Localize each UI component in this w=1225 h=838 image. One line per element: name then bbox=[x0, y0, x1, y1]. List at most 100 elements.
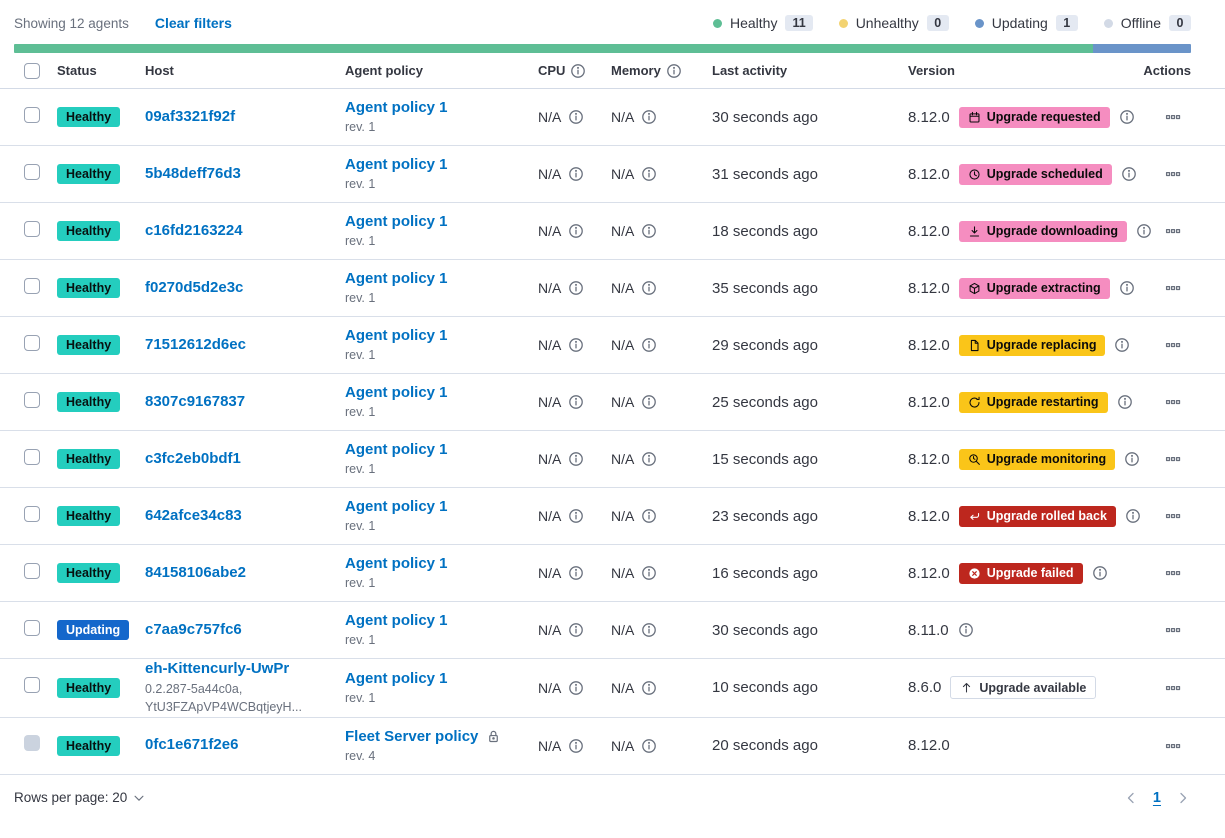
host-link[interactable]: 71512612d6ec bbox=[145, 335, 246, 353]
row-actions-button[interactable] bbox=[1161, 447, 1185, 471]
row-actions-button[interactable] bbox=[1161, 561, 1185, 585]
host-link[interactable]: 09af3321f92f bbox=[145, 107, 236, 125]
cpu-na-info-icon[interactable] bbox=[568, 280, 584, 296]
agent-policy-link[interactable]: Fleet Server policy bbox=[345, 727, 479, 745]
row-checkbox[interactable] bbox=[24, 334, 40, 351]
cpu-info-icon[interactable] bbox=[570, 63, 586, 79]
row-actions-button[interactable] bbox=[1161, 734, 1185, 758]
row-actions-button[interactable] bbox=[1161, 504, 1185, 528]
row-actions-button[interactable] bbox=[1161, 219, 1185, 243]
row-actions-button[interactable] bbox=[1161, 618, 1185, 642]
host-link[interactable]: 5b48deff76d3 bbox=[145, 164, 241, 182]
row-actions-button[interactable] bbox=[1161, 333, 1185, 357]
upgrade-info-icon[interactable] bbox=[1121, 166, 1137, 182]
agent-policy-link[interactable]: Agent policy 1 bbox=[345, 327, 448, 345]
previous-page-button chevron-left-icon[interactable] bbox=[1123, 790, 1139, 806]
cpu-na-info-icon[interactable] bbox=[568, 337, 584, 353]
memory-na-info-icon[interactable] bbox=[641, 109, 657, 125]
row-actions-button[interactable] bbox=[1161, 162, 1185, 186]
upgrade-info-icon[interactable] bbox=[1117, 394, 1133, 410]
policy-revision: rev. 1 bbox=[345, 120, 376, 135]
memory-na-info-icon[interactable] bbox=[641, 451, 657, 467]
host-link[interactable]: c16fd2163224 bbox=[145, 221, 243, 239]
cpu-na-info-icon[interactable] bbox=[568, 565, 584, 581]
memory-na-info-icon[interactable] bbox=[641, 394, 657, 410]
cpu-value: N/A bbox=[538, 109, 562, 125]
row-checkbox[interactable] bbox=[24, 505, 40, 522]
agent-policy-link[interactable]: Agent policy 1 bbox=[345, 99, 448, 117]
host-link[interactable]: c7aa9c757fc6 bbox=[145, 620, 242, 638]
agent-policy-link[interactable]: Agent policy 1 bbox=[345, 555, 448, 573]
host-link[interactable]: 8307c9167837 bbox=[145, 392, 246, 410]
memory-na-info-icon[interactable] bbox=[641, 223, 657, 239]
legend-item-healthy[interactable]: Healthy 11 bbox=[713, 15, 813, 31]
host-link[interactable]: 0fc1e671f2e6 bbox=[145, 736, 239, 754]
memory-na-info-icon[interactable] bbox=[641, 280, 657, 296]
upgrade-status-badge: Upgrade rolled back bbox=[958, 505, 1116, 527]
policy-revision: rev. 1 bbox=[345, 576, 376, 591]
cpu-na-info-icon[interactable] bbox=[568, 109, 584, 125]
policy-revision: rev. 4 bbox=[345, 748, 376, 763]
clear-filters-link[interactable]: Clear filters bbox=[154, 15, 232, 31]
row-checkbox[interactable] bbox=[24, 277, 40, 294]
row-checkbox[interactable] bbox=[24, 448, 40, 465]
cpu-na-info-icon[interactable] bbox=[568, 451, 584, 467]
row-checkbox[interactable] bbox=[24, 562, 40, 579]
upgrade-info-icon[interactable] bbox=[1119, 109, 1135, 125]
select-all-checkbox[interactable] bbox=[24, 62, 40, 79]
row-checkbox[interactable] bbox=[24, 677, 40, 694]
agent-policy-link[interactable]: Agent policy 1 bbox=[345, 441, 448, 459]
agent-policy-link[interactable]: Agent policy 1 bbox=[345, 270, 448, 288]
memory-na-info-icon[interactable] bbox=[641, 508, 657, 524]
upgrade-info-icon[interactable] bbox=[1136, 223, 1152, 239]
memory-na-info-icon[interactable] bbox=[641, 622, 657, 638]
host-link[interactable]: eh-Kittencurly-UwPr bbox=[145, 660, 290, 677]
upgrade-info-icon[interactable] bbox=[1114, 337, 1130, 353]
cpu-na-info-icon[interactable] bbox=[568, 223, 584, 239]
row-actions-button[interactable] bbox=[1161, 390, 1185, 414]
row-actions-button[interactable] bbox=[1161, 276, 1185, 300]
row-actions-button[interactable] bbox=[1161, 676, 1185, 700]
row-checkbox[interactable] bbox=[24, 391, 40, 408]
cpu-na-info-icon[interactable] bbox=[568, 166, 584, 182]
upgrade-info-icon[interactable] bbox=[1125, 508, 1141, 524]
cpu-na-info-icon[interactable] bbox=[568, 508, 584, 524]
cpu-na-info-icon[interactable] bbox=[568, 394, 584, 410]
upgrade-info-icon[interactable] bbox=[1119, 280, 1135, 296]
row-checkbox[interactable] bbox=[24, 619, 40, 636]
upgrade-info-icon[interactable] bbox=[958, 622, 974, 638]
row-actions-button[interactable] bbox=[1161, 105, 1185, 129]
rows-per-page-selector[interactable]: Rows per page: 20 bbox=[14, 790, 146, 805]
memory-na-info-icon[interactable] bbox=[641, 337, 657, 353]
host-link[interactable]: c3fc2eb0bdf1 bbox=[145, 449, 241, 467]
legend-count-badge: 1 bbox=[1055, 15, 1078, 31]
row-checkbox[interactable] bbox=[24, 220, 40, 237]
memory-na-info-icon[interactable] bbox=[641, 565, 657, 581]
agent-policy-link[interactable]: Agent policy 1 bbox=[345, 384, 448, 402]
cpu-na-info-icon[interactable] bbox=[568, 680, 584, 696]
legend-item-unhealthy[interactable]: Unhealthy 0 bbox=[838, 15, 949, 31]
agent-policy-link[interactable]: Agent policy 1 bbox=[345, 612, 448, 630]
memory-na-info-icon[interactable] bbox=[641, 680, 657, 696]
legend-item-offline[interactable]: Offline 0 bbox=[1103, 15, 1191, 31]
upgrade-info-icon[interactable] bbox=[1124, 451, 1140, 467]
memory-na-info-icon[interactable] bbox=[641, 166, 657, 182]
host-link[interactable]: f0270d5d2e3c bbox=[145, 278, 244, 296]
agent-policy-link[interactable]: Agent policy 1 bbox=[345, 498, 448, 516]
legend-item-updating[interactable]: Updating 1 bbox=[974, 15, 1078, 31]
next-page-button chevron-right-icon[interactable] bbox=[1175, 790, 1191, 806]
cpu-na-info-icon[interactable] bbox=[568, 622, 584, 638]
memory-na-info-icon[interactable] bbox=[641, 738, 657, 754]
memory-info-icon[interactable] bbox=[666, 63, 682, 79]
page-number-1[interactable]: 1 bbox=[1152, 789, 1161, 806]
row-checkbox[interactable] bbox=[24, 735, 40, 751]
agent-policy-link[interactable]: Agent policy 1 bbox=[345, 213, 448, 231]
agent-policy-link[interactable]: Agent policy 1 bbox=[345, 156, 448, 174]
row-checkbox[interactable] bbox=[24, 163, 40, 180]
host-link[interactable]: 84158106abe2 bbox=[145, 563, 246, 581]
agent-policy-link[interactable]: Agent policy 1 bbox=[345, 669, 448, 687]
upgrade-info-icon[interactable] bbox=[1092, 565, 1108, 581]
host-link[interactable]: 642afce34c83 bbox=[145, 506, 242, 524]
cpu-na-info-icon[interactable] bbox=[568, 738, 584, 754]
row-checkbox[interactable] bbox=[24, 106, 40, 123]
